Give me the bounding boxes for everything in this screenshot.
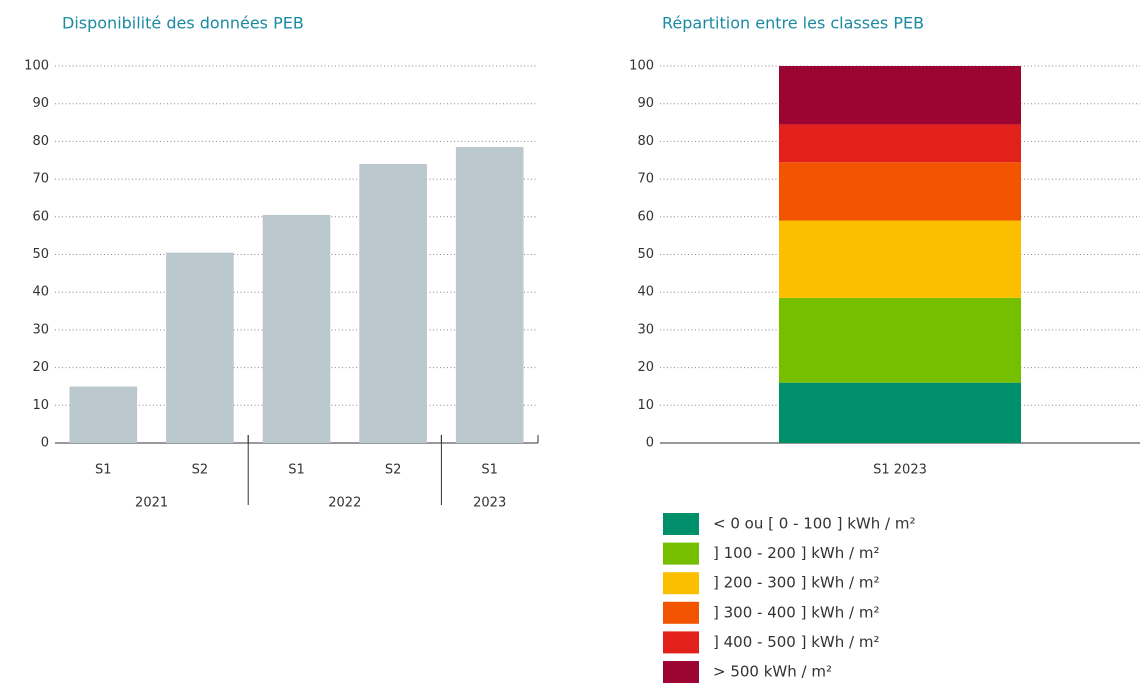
group-label: 2022 bbox=[328, 496, 361, 511]
y-tick-label: 70 bbox=[32, 172, 49, 187]
y-tick-label: 20 bbox=[32, 360, 49, 375]
chart-title: Disponibilité des données PEB bbox=[62, 14, 304, 33]
legend-swatch bbox=[663, 601, 699, 624]
y-tick-label: 10 bbox=[637, 398, 654, 413]
y-tick-label: 80 bbox=[637, 134, 654, 149]
y-tick-label: 30 bbox=[637, 322, 654, 337]
x-tick-label: S1 bbox=[481, 463, 498, 478]
legend-swatch bbox=[663, 631, 699, 654]
bar-segment bbox=[779, 382, 1021, 443]
y-tick-label: 0 bbox=[41, 436, 49, 451]
bar bbox=[166, 252, 234, 443]
legend-label: ] 200 - 300 ] kWh / m² bbox=[713, 574, 879, 592]
y-tick-label: 90 bbox=[32, 96, 49, 111]
y-tick-label: 100 bbox=[24, 59, 49, 74]
y-tick-label: 30 bbox=[32, 322, 49, 337]
bar-segment bbox=[779, 297, 1021, 383]
legend-swatch bbox=[663, 572, 699, 595]
y-tick-label: 60 bbox=[637, 209, 654, 224]
bar bbox=[359, 164, 427, 443]
bar-segment bbox=[779, 162, 1021, 221]
x-tick-label: S2 bbox=[192, 463, 209, 478]
y-tick-label: 100 bbox=[629, 59, 654, 74]
x-tick-label: S1 bbox=[288, 463, 305, 478]
legend-swatch bbox=[663, 513, 699, 535]
legend-swatch bbox=[663, 542, 699, 565]
bar bbox=[455, 147, 524, 443]
legend-label: < 0 ou [ 0 - 100 ] kWh / m² bbox=[713, 515, 915, 533]
legend-label: ] 100 - 200 ] kWh / m² bbox=[713, 544, 879, 562]
bar bbox=[262, 214, 331, 443]
bar bbox=[69, 386, 138, 443]
y-tick-label: 10 bbox=[32, 398, 49, 413]
y-tick-label: 70 bbox=[637, 172, 654, 187]
legend-label: ] 300 - 400 ] kWh / m² bbox=[713, 603, 879, 621]
y-tick-label: 40 bbox=[637, 285, 654, 300]
y-tick-label: 90 bbox=[637, 96, 654, 111]
y-tick-label: 50 bbox=[637, 247, 654, 262]
y-tick-label: 20 bbox=[637, 360, 654, 375]
bar-segment bbox=[779, 66, 1021, 125]
x-tick-label: S2 bbox=[385, 463, 402, 478]
legend-label: ] 400 - 500 ] kWh / m² bbox=[713, 633, 879, 651]
y-tick-label: 50 bbox=[32, 247, 49, 262]
y-tick-label: 0 bbox=[646, 436, 654, 451]
x-tick-label: S1 2023 bbox=[873, 463, 927, 478]
x-tick-label: S1 bbox=[95, 463, 112, 478]
y-tick-label: 40 bbox=[32, 285, 49, 300]
y-tick-label: 80 bbox=[32, 134, 49, 149]
legend-label: > 500 kWh / m² bbox=[713, 663, 832, 681]
y-tick-label: 60 bbox=[32, 209, 49, 224]
group-label: 2021 bbox=[135, 496, 168, 511]
group-label: 2023 bbox=[473, 496, 506, 511]
bar-segment bbox=[779, 124, 1021, 163]
chart-title: Répartition entre les classes PEB bbox=[662, 14, 924, 33]
bar-segment bbox=[779, 220, 1021, 298]
legend-swatch bbox=[663, 661, 699, 683]
